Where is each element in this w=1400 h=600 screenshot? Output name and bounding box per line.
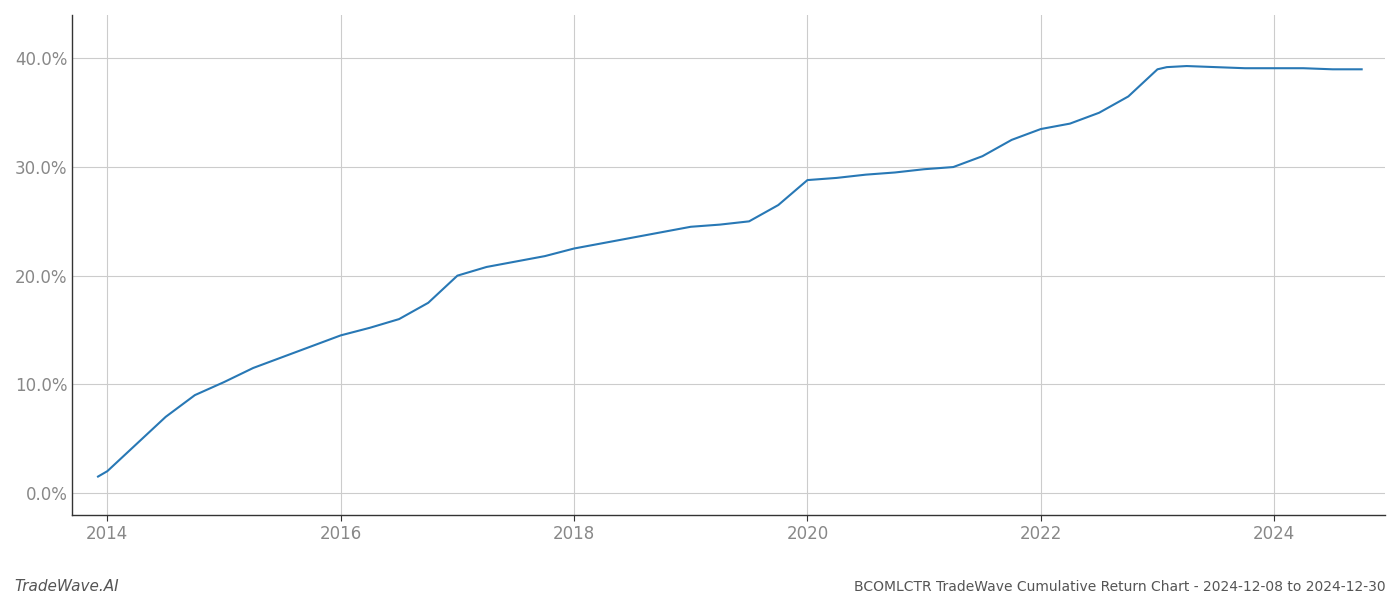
- Text: BCOMLCTR TradeWave Cumulative Return Chart - 2024-12-08 to 2024-12-30: BCOMLCTR TradeWave Cumulative Return Cha…: [854, 580, 1386, 594]
- Text: TradeWave.AI: TradeWave.AI: [14, 579, 119, 594]
